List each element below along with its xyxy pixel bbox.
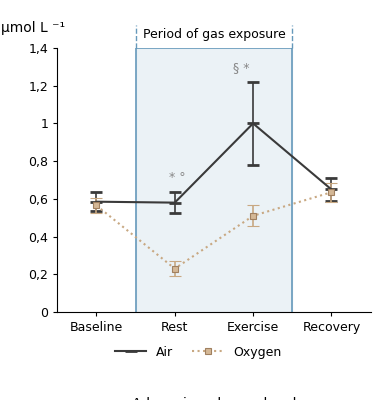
Text: * °: * °	[168, 171, 185, 184]
Text: Period of gas exposure: Period of gas exposure	[142, 28, 285, 41]
Text: μmol L ⁻¹: μmol L ⁻¹	[1, 21, 65, 35]
Text: § *: § *	[233, 61, 250, 74]
Text: Adenosine plasma level: Adenosine plasma level	[132, 398, 296, 400]
Bar	[136, 48, 292, 312]
Legend: Air, Oxygen: Air, Oxygen	[110, 341, 286, 364]
